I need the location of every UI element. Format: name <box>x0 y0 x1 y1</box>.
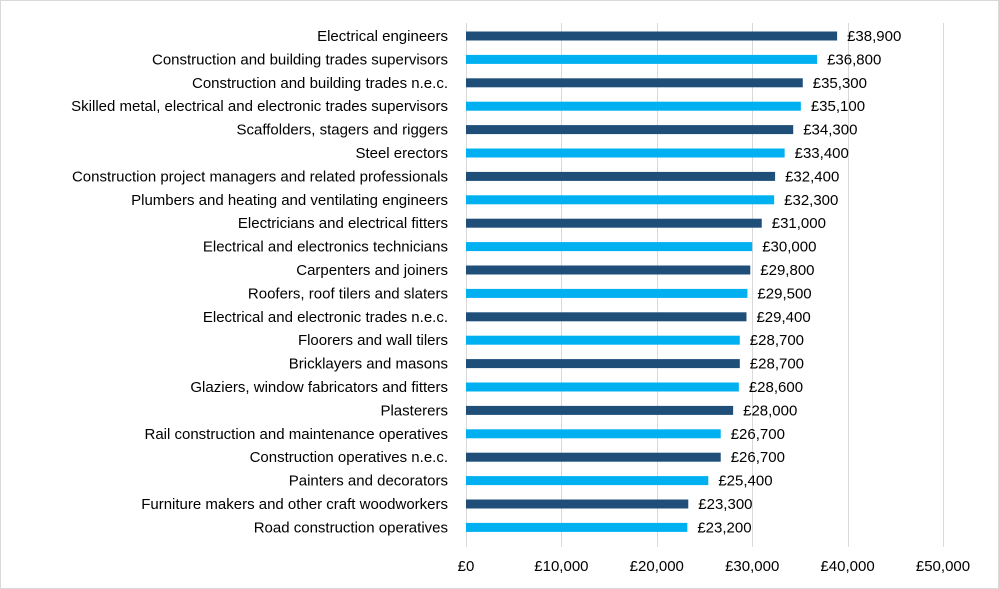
category-label: Construction and building trades n.e.c. <box>192 75 448 92</box>
category-label: Construction and building trades supervi… <box>152 51 448 68</box>
bar <box>466 452 721 462</box>
category-label: Floorers and wall tilers <box>298 332 448 349</box>
category-label: Skilled metal, electrical and electronic… <box>71 98 448 115</box>
data-label: £28,700 <box>750 332 804 349</box>
category-label: Glaziers, window fabricators and fitters <box>190 379 448 396</box>
data-label: £26,700 <box>731 449 785 466</box>
category-label: Road construction operatives <box>254 519 448 536</box>
category-label: Plumbers and heating and ventilating eng… <box>131 192 448 209</box>
bar <box>466 195 775 205</box>
data-label: £29,500 <box>757 285 811 302</box>
bar <box>466 288 748 298</box>
category-label: Steel erectors <box>355 145 448 162</box>
x-tick-label: £20,000 <box>630 558 684 575</box>
data-label: £35,300 <box>813 75 867 92</box>
category-label: Electrical and electronics technicians <box>203 239 448 256</box>
category-label: Furniture makers and other craft woodwor… <box>141 496 448 513</box>
bar <box>466 522 688 532</box>
data-label: £31,000 <box>772 215 826 232</box>
bar <box>466 312 747 322</box>
category-label: Roofers, roof tilers and slaters <box>248 285 448 302</box>
data-labels: £38,900 £36,800 £35,300 £35,100 £34,300 £33,4… <box>697 28 901 536</box>
bar <box>466 429 721 439</box>
category-label: Electricians and electrical fitters <box>238 215 448 232</box>
x-tick-label: £30,000 <box>725 558 779 575</box>
x-tick-label: £50,000 <box>916 558 970 575</box>
bar <box>466 31 838 41</box>
data-label: £32,300 <box>784 192 838 209</box>
gridlines <box>466 23 944 547</box>
data-label: £23,300 <box>698 496 752 513</box>
category-label: Construction operatives n.e.c. <box>250 449 448 466</box>
bars <box>466 31 838 532</box>
data-label: £33,400 <box>795 145 849 162</box>
category-label: Carpenters and joiners <box>296 262 448 279</box>
bar <box>466 499 689 509</box>
bar <box>466 476 709 486</box>
bar <box>466 101 801 111</box>
bar <box>466 54 818 64</box>
category-label: Construction project managers and relate… <box>72 168 448 185</box>
bar <box>466 171 776 181</box>
data-label: £36,800 <box>827 51 881 68</box>
x-tick-label: £40,000 <box>820 558 874 575</box>
bar <box>466 148 785 158</box>
category-label: Bricklayers and masons <box>289 356 448 373</box>
x-tick-label: £10,000 <box>534 558 588 575</box>
data-label: £30,000 <box>762 239 816 256</box>
category-label: Electrical engineers <box>317 28 448 45</box>
x-axis-tick-labels: £0 £10,000 £20,000 £30,000 £40,000 £50,000 <box>458 558 970 575</box>
bar <box>466 382 739 392</box>
data-label: £28,000 <box>743 402 797 419</box>
data-label: £28,600 <box>749 379 803 396</box>
bar <box>466 218 762 228</box>
bar <box>466 242 753 252</box>
data-label: £34,300 <box>803 122 857 139</box>
bar <box>466 78 803 88</box>
data-label: £23,200 <box>697 519 751 536</box>
data-label: £28,700 <box>750 356 804 373</box>
bar <box>466 405 734 415</box>
category-label: Electrical and electronic trades n.e.c. <box>203 309 448 326</box>
category-label: Plasterers <box>380 402 448 419</box>
category-labels: Electrical engineers Construction and bui… <box>71 28 448 536</box>
category-label: Rail construction and maintenance operat… <box>144 426 448 443</box>
data-label: £29,800 <box>760 262 814 279</box>
category-label: Scaffolders, stagers and riggers <box>236 122 448 139</box>
x-tick-label: £0 <box>458 558 475 575</box>
data-label: £38,900 <box>847 28 901 45</box>
bar <box>466 359 740 369</box>
data-label: £25,400 <box>718 473 772 490</box>
data-label: £35,100 <box>811 98 865 115</box>
data-label: £26,700 <box>731 426 785 443</box>
data-label: £32,400 <box>785 168 839 185</box>
bar <box>466 125 794 135</box>
category-label: Painters and decorators <box>289 473 448 490</box>
bar <box>466 335 740 345</box>
data-label: £29,400 <box>756 309 810 326</box>
bar <box>466 265 751 275</box>
